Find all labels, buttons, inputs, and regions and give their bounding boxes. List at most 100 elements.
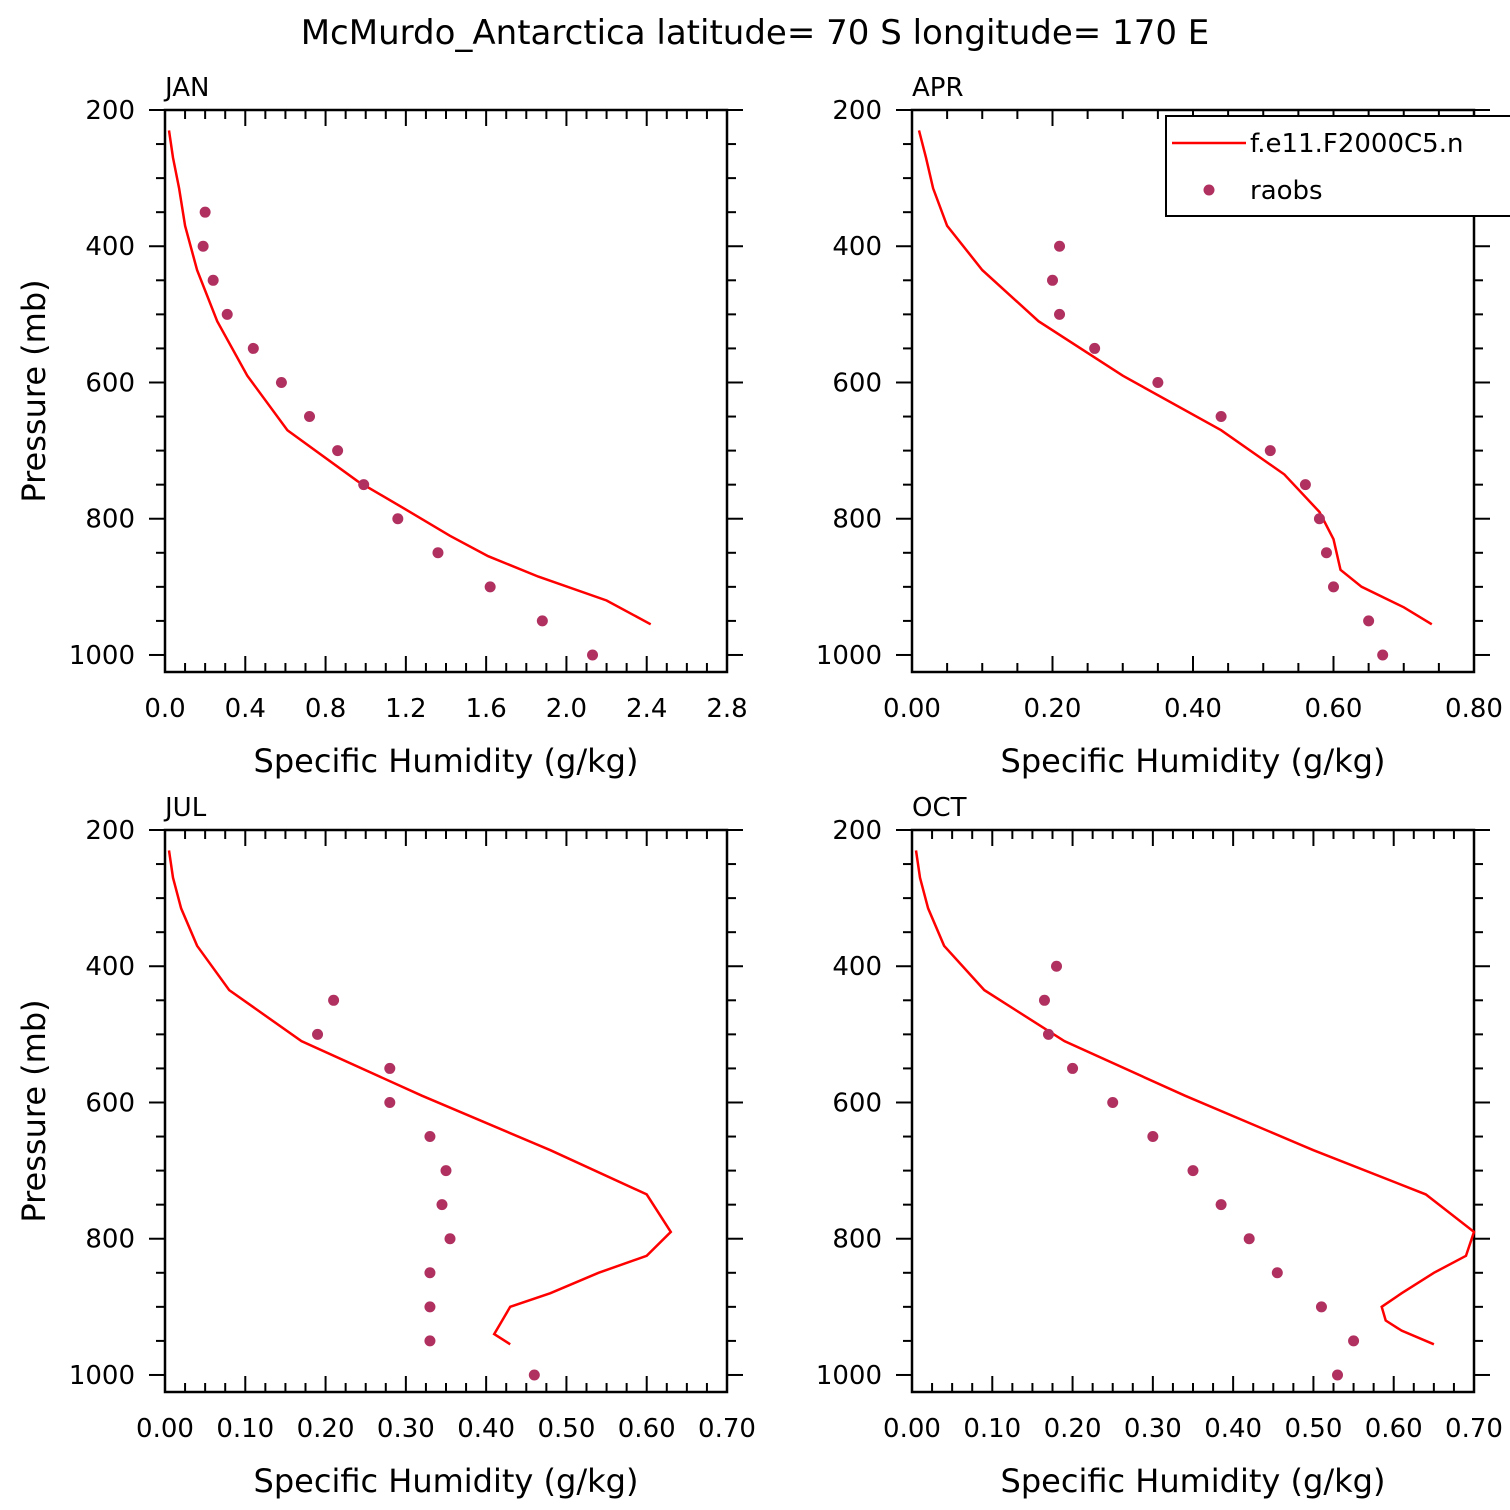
x-tick-label: 1.2	[385, 694, 426, 724]
plot-frame	[163, 828, 729, 1394]
x-tick-label: 0.50	[537, 1414, 595, 1444]
y-axis-label: Pressure (mb)	[15, 999, 53, 1222]
x-tick-label: 0.10	[963, 1414, 1021, 1444]
y-tick-label: 1000	[69, 1361, 135, 1391]
x-tick-label: 0.70	[1445, 1414, 1503, 1444]
panel-jul: JUL 0.00 0.10 0.20 0.30 0.40 0.50 0.60 0.70 200 40…	[15, 793, 756, 1500]
x-tick-label: 0.80	[1445, 694, 1503, 724]
panel-apr: APR 0.00 0.20 0.40 0.60 0.80 200 400 600 800 1000 S…	[816, 73, 1510, 780]
legend-obs-label: raobs	[1250, 176, 1323, 206]
obs-point	[1147, 1131, 1159, 1143]
obs-point	[207, 274, 219, 286]
y-tick-label: 800	[85, 505, 135, 535]
x-tick-label: 0.40	[1204, 1414, 1262, 1444]
obs-point	[1332, 1369, 1344, 1381]
obs-point	[332, 445, 344, 457]
obs-point	[587, 649, 599, 661]
obs-point	[484, 581, 496, 593]
model-line	[917, 130, 1433, 626]
y-tick-label: 600	[85, 1088, 135, 1118]
x-tick-label: 0.00	[136, 1414, 194, 1444]
obs-point	[275, 376, 287, 388]
obs-point	[1271, 1267, 1283, 1279]
obs-point	[1089, 342, 1101, 354]
obs-point	[432, 547, 444, 559]
x-tick-label: 0.60	[1365, 1414, 1423, 1444]
x-tick-label: 0.50	[1284, 1414, 1342, 1444]
obs-point	[1047, 274, 1058, 286]
x-tick-label: 0.20	[1044, 1414, 1102, 1444]
x-tick-label: 0.10	[216, 1414, 274, 1444]
obs-point	[424, 1131, 436, 1143]
obs-point	[1377, 649, 1389, 661]
y-tick-label: 200	[85, 96, 135, 126]
x-tick-label: 0.30	[1124, 1414, 1182, 1444]
x-tick-label: 0.40	[1164, 694, 1222, 724]
y-tick-label: 600	[85, 368, 135, 398]
obs-point	[384, 1062, 396, 1074]
plot-frame	[910, 828, 1476, 1394]
obs-point	[221, 308, 233, 320]
x-tick-label: 0.20	[297, 1414, 355, 1444]
legend-model-label: f.e11.F2000C5.n	[1250, 129, 1463, 159]
obs-point	[1299, 479, 1311, 491]
obs-point	[1042, 1028, 1054, 1040]
obs-point	[440, 1165, 452, 1177]
obs-point	[197, 240, 209, 252]
obs-point	[1313, 513, 1325, 525]
y-tick-label: 200	[85, 816, 135, 846]
obs-point	[1054, 240, 1066, 252]
obs-point	[1054, 308, 1066, 320]
panel-label: JAN	[163, 73, 209, 103]
model-line	[167, 130, 652, 626]
obs-point	[424, 1335, 436, 1347]
obs-point	[1315, 1301, 1327, 1313]
obs-point	[1038, 994, 1050, 1006]
obs-point	[436, 1199, 448, 1211]
obs-point	[1363, 615, 1375, 627]
x-tick-label: 2.4	[626, 694, 667, 724]
obs-point	[1067, 1062, 1079, 1074]
panel-label: JUL	[163, 793, 207, 823]
y-tick-label: 1000	[816, 641, 882, 671]
x-tick-label: 0.70	[698, 1414, 756, 1444]
y-tick-label: 800	[832, 1225, 882, 1255]
panels: JAN 0.0 0.4 0.8 1.2 1.6 2.0 2.4 2.8 200 400 600 800 1…	[15, 73, 1510, 1500]
y-tick-label: 600	[832, 1088, 882, 1118]
y-tick-label: 600	[832, 368, 882, 398]
obs-point	[424, 1301, 436, 1313]
legend-box	[1165, 115, 1510, 217]
obs-point	[328, 994, 340, 1006]
obs-point	[536, 615, 548, 627]
obs-point	[1320, 547, 1332, 559]
obs-point	[1348, 1335, 1360, 1347]
x-tick-label: 0.0	[144, 694, 185, 724]
obs-point	[1215, 411, 1227, 423]
x-tick-label: 0.60	[1305, 694, 1363, 724]
obs-point	[424, 1267, 436, 1279]
obs-point	[304, 411, 316, 423]
x-axis-label: Specific Humidity (g/kg)	[254, 1462, 639, 1500]
y-tick-label: 400	[85, 952, 135, 982]
x-tick-label: 0.20	[1024, 694, 1082, 724]
obs-point	[1243, 1233, 1255, 1245]
x-tick-label: 0.40	[457, 1414, 515, 1444]
x-tick-label: 0.30	[377, 1414, 435, 1444]
x-tick-label: 0.00	[883, 694, 941, 724]
obs-point	[384, 1096, 396, 1108]
x-tick-label: 0.60	[618, 1414, 676, 1444]
y-tick-label: 800	[85, 1225, 135, 1255]
y-tick-label: 400	[85, 232, 135, 262]
figure-title: McMurdo_Antarctica latitude= 70 S longit…	[301, 13, 1210, 53]
panel-jan: JAN 0.0 0.4 0.8 1.2 1.6 2.0 2.4 2.8 200 400 600 800 1…	[15, 73, 748, 780]
obs-point	[312, 1028, 324, 1040]
obs-point	[444, 1233, 456, 1245]
panel-label: APR	[912, 73, 964, 103]
x-tick-label: 0.00	[883, 1414, 941, 1444]
x-tick-label: 1.6	[465, 694, 506, 724]
obs-point	[1328, 581, 1339, 593]
y-tick-label: 1000	[816, 1361, 882, 1391]
obs-point	[1215, 1199, 1227, 1211]
obs-point	[358, 479, 370, 491]
